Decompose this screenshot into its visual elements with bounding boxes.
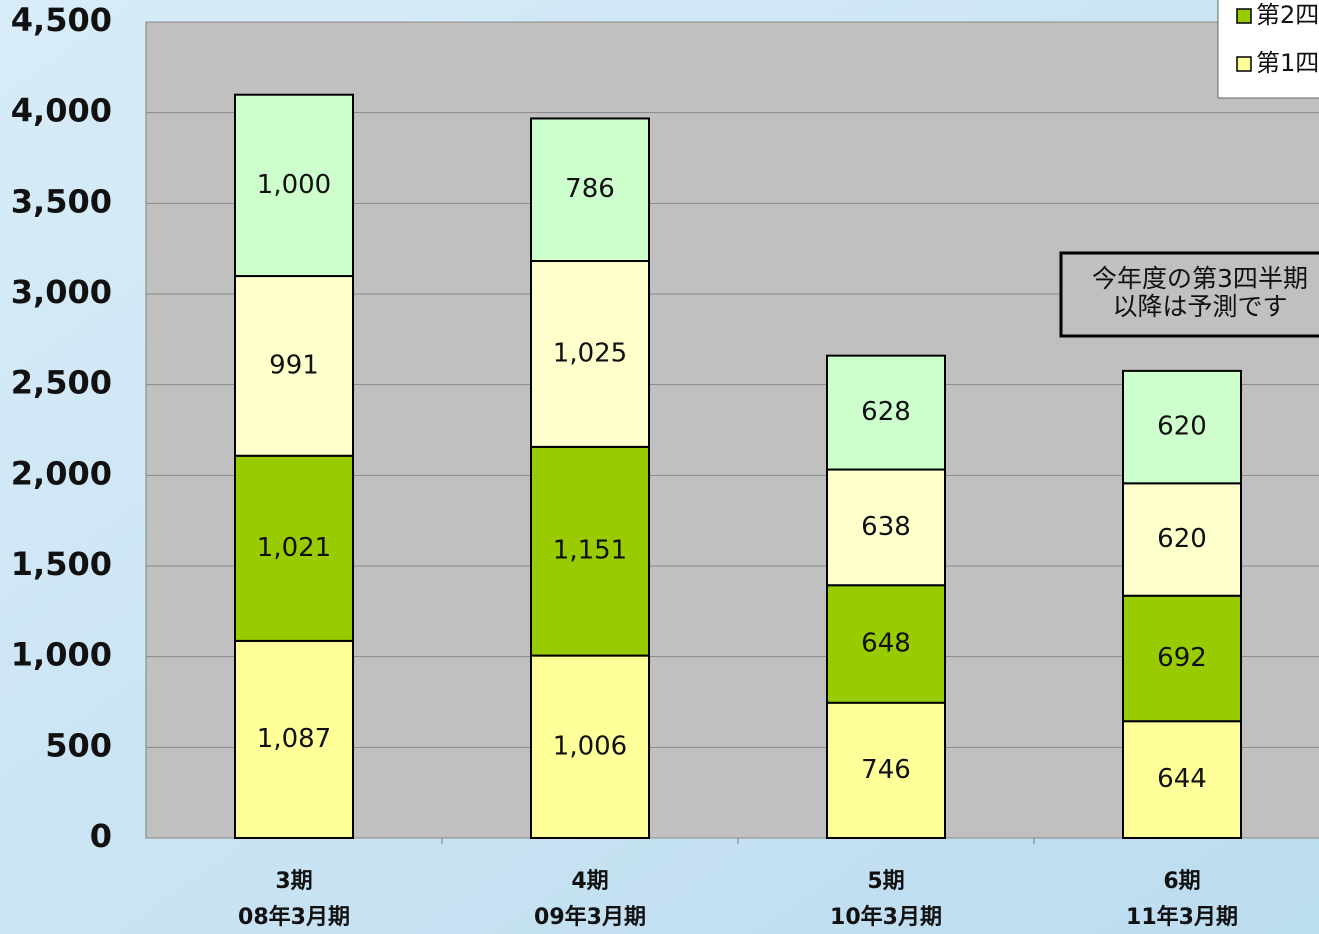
y-tick-label: 1,500: [11, 545, 112, 583]
value-label: 991: [269, 350, 319, 380]
value-label: 1,087: [257, 724, 331, 754]
value-label: 786: [565, 174, 615, 204]
annotation: 今年度の第3四半期: [1092, 264, 1308, 293]
annotation: 以降は予測です: [1112, 292, 1287, 321]
bar-segment: [234, 275, 354, 457]
value-label: 692: [1157, 643, 1207, 673]
value-label: 1,151: [553, 536, 627, 566]
x-tick-label: 5期: [867, 869, 904, 894]
bar-segment: [234, 639, 354, 840]
y-tick-label: 4,000: [11, 92, 112, 130]
y-tick-label: 0: [90, 817, 112, 855]
legend-label: 第2四: [1256, 1, 1319, 29]
legend-label: 第1四: [1256, 49, 1319, 77]
bar-segment: [1122, 720, 1242, 839]
y-tick-label: 4,500: [11, 1, 112, 39]
y-tick-label: 1,000: [11, 636, 112, 674]
annotation-box: [1059, 251, 1319, 338]
bar-segment: [530, 654, 650, 839]
x-tick-label: 11年3月期: [1126, 904, 1238, 930]
x-tick-label: 6期: [1163, 869, 1200, 894]
bar-segment: [530, 259, 650, 448]
value-label: 638: [861, 512, 911, 542]
x-tick-label: 08年3月期: [238, 904, 350, 930]
x-tick-label: 3期: [275, 869, 312, 894]
x-tick-label: 09年3月期: [534, 904, 646, 930]
bar-segment: [826, 468, 946, 587]
value-label: 628: [861, 397, 911, 427]
y-tick-label: 500: [45, 726, 112, 764]
legend-box: [1217, 0, 1319, 99]
value-label: 746: [861, 755, 911, 785]
legend-swatch: [1236, 56, 1252, 72]
bar-segment: [1122, 594, 1242, 723]
value-label: 620: [1157, 524, 1207, 554]
value-label: 1,000: [257, 170, 331, 200]
y-tick-label: 2,000: [11, 454, 112, 492]
value-label: 1,025: [553, 338, 627, 368]
bar-segment: [826, 584, 946, 704]
value-label: 1,021: [257, 533, 331, 563]
bar-segment: [826, 354, 946, 471]
value-label: 620: [1157, 412, 1207, 442]
bar-segment: [826, 701, 946, 840]
bar-segment: [1122, 482, 1242, 597]
bar-segment: [234, 93, 354, 278]
y-tick-label: 3,000: [11, 273, 112, 311]
bar-segment: [530, 117, 650, 262]
value-label: 648: [861, 628, 911, 658]
x-tick-label: 10年3月期: [830, 904, 942, 930]
legend-swatch: [1236, 8, 1252, 24]
value-label: 1,006: [553, 731, 627, 761]
bar-segment: [234, 454, 354, 642]
value-label: 644: [1157, 764, 1207, 794]
bar-segment: [1122, 369, 1242, 485]
x-tick-label: 4期: [571, 869, 608, 894]
y-tick-label: 2,500: [11, 364, 112, 402]
bar-segment: [530, 445, 650, 657]
y-tick-label: 3,500: [11, 182, 112, 220]
